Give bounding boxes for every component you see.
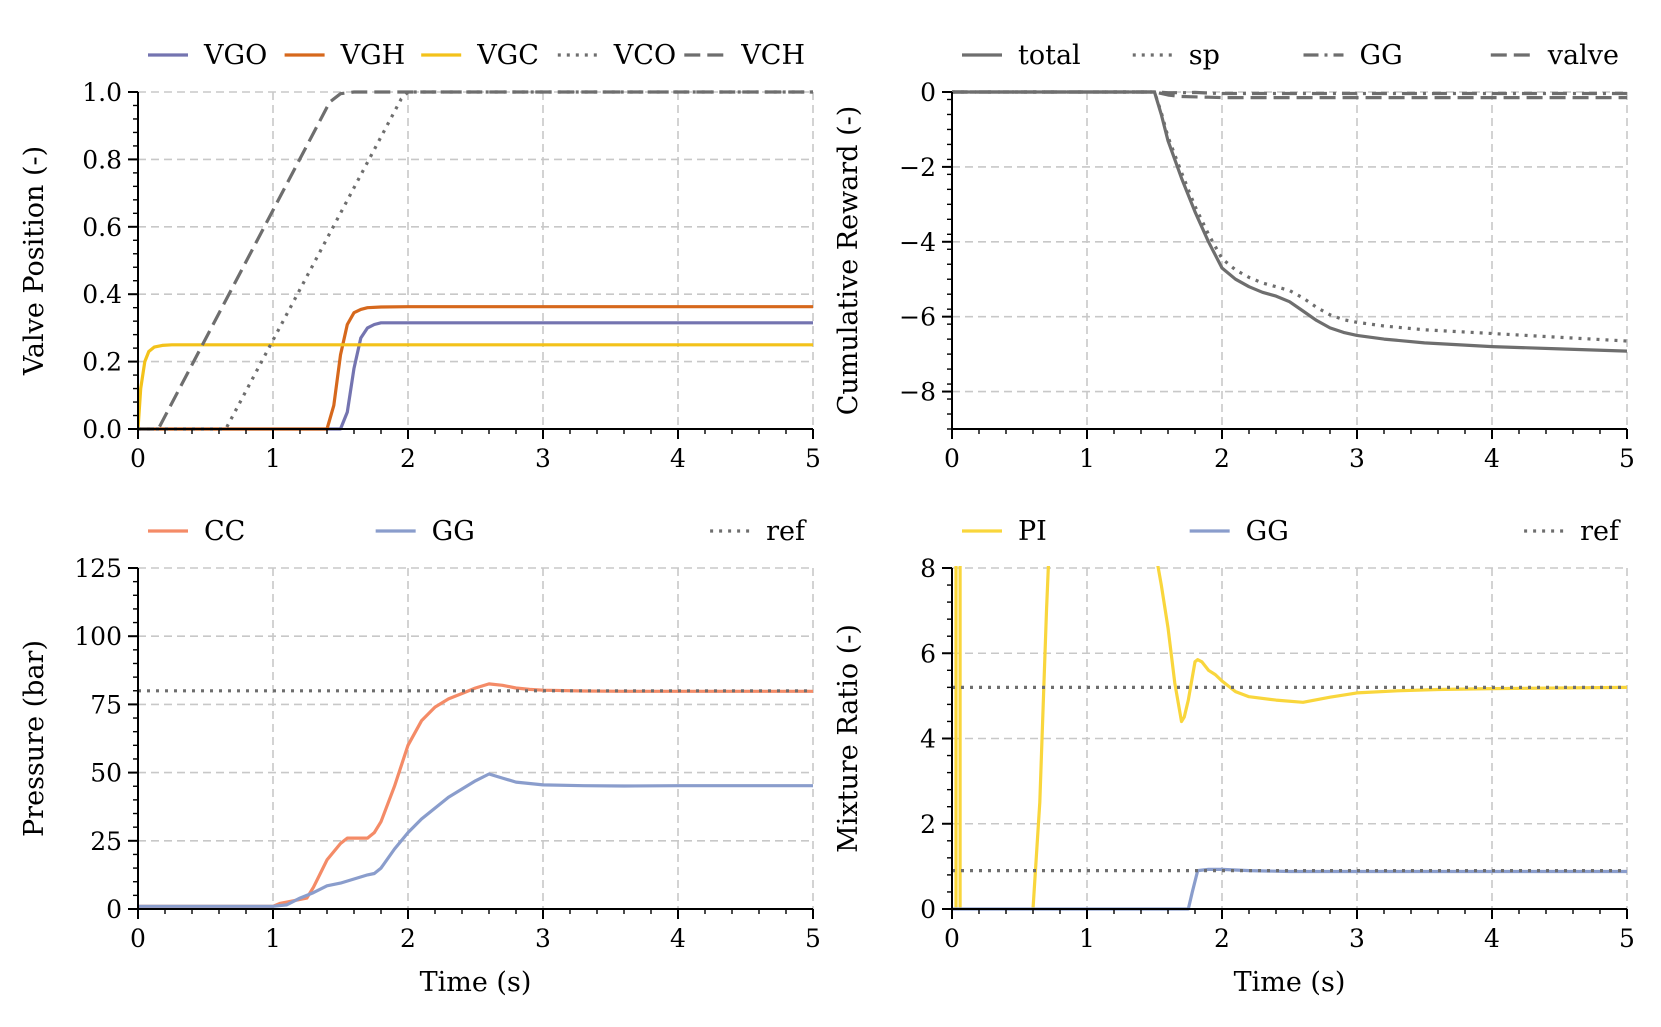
x-tick-label: 1 <box>265 444 281 473</box>
legend-label-cc: CC <box>204 516 245 547</box>
x-tick-label: 3 <box>535 924 551 953</box>
y-tick-label: 6 <box>920 639 936 668</box>
legend-label-sp: sp <box>1189 40 1220 71</box>
y-tick-label: 1.0 <box>82 78 122 107</box>
series-line-gg <box>952 867 1627 911</box>
x-tick-label: 5 <box>1619 444 1635 473</box>
x-tick-label: 5 <box>805 924 821 953</box>
x-tick-label: 4 <box>670 444 686 473</box>
series-line-sp <box>952 90 1627 343</box>
series-line-gg <box>138 772 813 908</box>
x-axis-label: Time (s) <box>1234 967 1346 998</box>
y-tick-label: 2 <box>920 810 936 839</box>
y-tick-label: −2 <box>899 153 936 182</box>
grid <box>137 91 814 430</box>
grid <box>137 567 814 910</box>
legend: PI GG ref <box>962 516 1621 547</box>
legend-label-vgo: VGO <box>203 40 267 71</box>
legend-label-pi: PI <box>1018 516 1047 547</box>
legend-label-gg: GG <box>1246 516 1289 547</box>
x-tick-label: 4 <box>1484 444 1500 473</box>
legend: CC GG ref <box>148 516 807 547</box>
x-tick-label: 1 <box>265 924 281 953</box>
series-group <box>952 90 1627 353</box>
y-tick-label: 50 <box>90 759 122 788</box>
y-tick-label: 100 <box>74 622 122 651</box>
series-line-vch <box>138 90 813 431</box>
x-tick-label: 5 <box>1619 924 1635 953</box>
panel-valve-position: 0 1 2 3 4 5 0.0 0.2 0.4 0.6 0.8 1.0 Valve Position (… <box>19 40 821 473</box>
legend-label-ref: ref <box>766 516 807 547</box>
x-tick-label: 0 <box>944 924 960 953</box>
y-tick-label: −8 <box>899 378 936 407</box>
series-line-vgh <box>138 305 813 431</box>
series-group <box>138 90 813 431</box>
y-axis-label: Cumulative Reward (-) <box>833 106 864 416</box>
y-tick-label: 0 <box>106 895 122 924</box>
y-axis-label: Valve Position (-) <box>19 146 50 376</box>
y-tick-label: 0.8 <box>82 145 122 174</box>
x-axis-label: Time (s) <box>420 967 532 998</box>
panel-mixture-ratio: 0 1 2 3 4 5 0 2 4 6 8 Mixture Ratio (-) Time (s) PI GG… <box>833 516 1635 998</box>
y-tick-label: 0.4 <box>82 280 122 309</box>
x-tick-label: 0 <box>944 444 960 473</box>
x-tick-label: 4 <box>1484 924 1500 953</box>
x-tick-label: 2 <box>400 924 416 953</box>
y-tick-label: 75 <box>90 690 122 719</box>
legend-label-valve: valve <box>1547 40 1619 71</box>
series-line-pi <box>1156 566 1627 724</box>
legend-label-vgc: VGC <box>476 40 539 71</box>
y-axis-label: Pressure (bar) <box>19 640 50 837</box>
series-line-valve <box>952 90 1627 100</box>
x-tick-label: 1 <box>1079 924 1095 953</box>
grid <box>951 567 1628 910</box>
x-tick-label: 0 <box>130 444 146 473</box>
series-line-vco <box>138 90 813 431</box>
y-tick-label: 0 <box>920 895 936 924</box>
panel-cumulative-reward: 0 1 2 3 4 5 0 −2 −4 −6 −8 Cumulative Reward (-) tota… <box>833 40 1635 473</box>
y-tick-label: 0.0 <box>82 415 122 444</box>
y-tick-label: 125 <box>74 554 122 583</box>
legend-label-gg: GG <box>1360 40 1403 71</box>
y-tick-label: −6 <box>899 303 936 332</box>
x-tick-label: 1 <box>1079 444 1095 473</box>
legend-label-total: total <box>1018 40 1081 71</box>
series-line-cc <box>138 682 813 908</box>
y-tick-label: −4 <box>899 228 936 257</box>
x-tick-label: 0 <box>130 924 146 953</box>
legend-label-vco: VCO <box>613 40 676 71</box>
x-tick-label: 3 <box>535 444 551 473</box>
series-line-total <box>952 90 1627 353</box>
x-tick-label: 2 <box>400 444 416 473</box>
y-tick-label: 0.2 <box>82 348 122 377</box>
series-group <box>138 682 813 908</box>
legend: total sp GG valve <box>962 40 1619 71</box>
legend-label-vch: VCH <box>740 40 805 71</box>
y-tick-label: 4 <box>920 725 936 754</box>
y-tick-label: 0 <box>920 78 936 107</box>
x-tick-label: 4 <box>670 924 686 953</box>
y-axis-label: Mixture Ratio (-) <box>833 624 864 853</box>
y-tick-label: 0.6 <box>82 213 122 242</box>
x-tick-label: 2 <box>1214 444 1230 473</box>
series-line-pi <box>1031 566 1050 910</box>
x-tick-label: 2 <box>1214 924 1230 953</box>
grid <box>951 91 1628 429</box>
y-tick-label: 8 <box>920 554 936 583</box>
legend-label-vgh: VGH <box>340 40 406 71</box>
legend-label-gg: GG <box>432 516 475 547</box>
series-line-vgc <box>138 343 813 430</box>
x-tick-label: 3 <box>1349 444 1365 473</box>
series-group <box>952 566 1627 911</box>
x-tick-label: 3 <box>1349 924 1365 953</box>
legend: VGO VGH VGC VCO VCH <box>148 40 805 71</box>
x-tick-label: 5 <box>805 444 821 473</box>
y-tick-label: 25 <box>90 827 122 856</box>
legend-label-ref: ref <box>1580 516 1621 547</box>
series-line-vgo <box>138 321 813 431</box>
